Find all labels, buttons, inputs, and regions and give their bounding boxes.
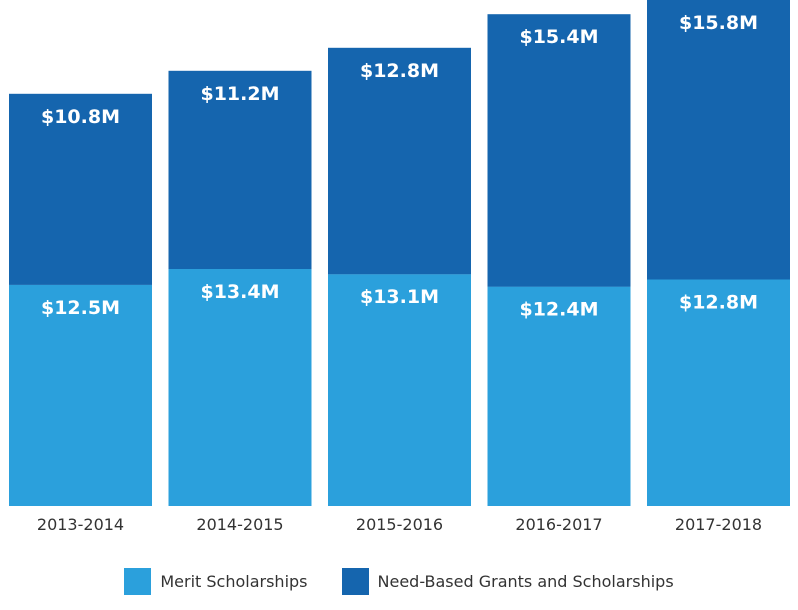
legend-label-merit: Merit Scholarships — [160, 571, 308, 591]
data-label-need-based-2016-2017: $15.4M — [519, 26, 598, 48]
legend-swatch-need-based — [341, 567, 369, 595]
legend-label-need-based: Need-Based Grants and Scholarships — [377, 571, 674, 591]
x-axis-tick-labels: 2013-2014 2014-2015 2015-2016 2016-2017 2017… — [37, 515, 762, 534]
bar-merit-2014-2015 — [168, 268, 312, 506]
bar-need-based-2015-2016 — [328, 47, 471, 275]
legend-item-need-based: Need-Based Grants and Scholarships — [341, 567, 674, 595]
bar-need-based-2016-2017 — [487, 14, 631, 287]
legend-swatch-merit — [124, 567, 152, 595]
stacked-bar-chart: $12.5M $10.8M $13.4M $11.2M $13.1M $12.8M $12.… — [9, 0, 790, 534]
bar-need-based-2013-2014 — [9, 93, 152, 285]
bar-merit-2016-2017 — [487, 286, 631, 506]
x-tick-label-2015-2016: 2015-2016 — [356, 515, 443, 534]
data-label-need-based-2013-2014: $10.8M — [41, 106, 120, 128]
data-label-merit-2017-2018: $12.8M — [679, 292, 758, 314]
bar-need-based-2014-2015 — [168, 70, 312, 269]
data-labels-layer: $12.5M $10.8M $13.4M $11.2M $13.1M $12.8M $12.… — [41, 12, 758, 321]
data-label-merit-2016-2017: $12.4M — [519, 299, 598, 321]
data-label-merit-2015-2016: $13.1M — [360, 286, 439, 308]
x-tick-label-2013-2014: 2013-2014 — [37, 515, 124, 534]
x-tick-label-2014-2015: 2014-2015 — [196, 515, 283, 534]
data-label-need-based-2014-2015: $11.2M — [200, 83, 279, 105]
x-tick-label-2017-2018: 2017-2018 — [675, 515, 762, 534]
bar-merit-2015-2016 — [328, 274, 471, 506]
bars-layer — [9, 0, 790, 506]
x-tick-label-2016-2017: 2016-2017 — [515, 515, 602, 534]
data-label-merit-2013-2014: $12.5M — [41, 297, 120, 319]
legend-item-merit: Merit Scholarships — [124, 567, 308, 595]
bar-need-based-2017-2018 — [647, 0, 790, 280]
bar-merit-2017-2018 — [647, 279, 790, 506]
data-label-need-based-2017-2018: $15.8M — [679, 12, 758, 34]
data-label-merit-2014-2015: $13.4M — [200, 281, 279, 303]
bar-merit-2013-2014 — [9, 284, 152, 506]
data-label-need-based-2015-2016: $12.8M — [360, 60, 439, 82]
legend: Merit Scholarships Need-Based Grants and… — [0, 566, 798, 596]
